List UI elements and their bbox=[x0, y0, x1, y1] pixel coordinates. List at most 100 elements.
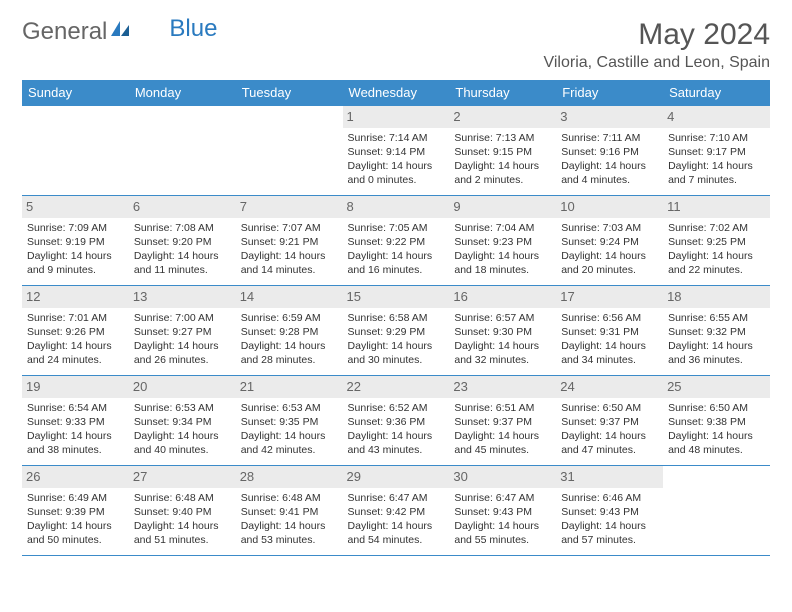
day-number: 17 bbox=[556, 286, 663, 308]
sunrise-line: Sunrise: 6:47 AM bbox=[348, 491, 445, 505]
daylight-line: Daylight: 14 hours and 43 minutes. bbox=[348, 429, 445, 457]
day-number: 3 bbox=[556, 106, 663, 128]
sunrise-line: Sunrise: 6:46 AM bbox=[561, 491, 658, 505]
sunset-line: Sunset: 9:28 PM bbox=[241, 325, 338, 339]
sunset-line: Sunset: 9:35 PM bbox=[241, 415, 338, 429]
sunrise-line: Sunrise: 7:04 AM bbox=[454, 221, 551, 235]
logo: General Blue bbox=[22, 18, 217, 46]
calendar-day-cell: 12Sunrise: 7:01 AMSunset: 9:26 PMDayligh… bbox=[22, 286, 129, 376]
sunrise-line: Sunrise: 7:11 AM bbox=[561, 131, 658, 145]
sunrise-line: Sunrise: 7:10 AM bbox=[668, 131, 765, 145]
calendar-day-cell: 19Sunrise: 6:54 AMSunset: 9:33 PMDayligh… bbox=[22, 376, 129, 466]
day-number: 4 bbox=[663, 106, 770, 128]
calendar-day-cell: 23Sunrise: 6:51 AMSunset: 9:37 PMDayligh… bbox=[449, 376, 556, 466]
daylight-line: Daylight: 14 hours and 51 minutes. bbox=[134, 519, 231, 547]
calendar-day-cell: 10Sunrise: 7:03 AMSunset: 9:24 PMDayligh… bbox=[556, 196, 663, 286]
sunset-line: Sunset: 9:27 PM bbox=[134, 325, 231, 339]
header: General Blue May 2024 Viloria, Castille … bbox=[22, 18, 770, 72]
day-number: 9 bbox=[449, 196, 556, 218]
sunset-line: Sunset: 9:41 PM bbox=[241, 505, 338, 519]
sunrise-line: Sunrise: 7:09 AM bbox=[27, 221, 124, 235]
calendar-day-cell: 3 Sunrise: 7:11 AMSunset: 9:16 PMDaylight… bbox=[556, 106, 663, 196]
sunrise-line: Sunrise: 7:07 AM bbox=[241, 221, 338, 235]
daylight-line: Daylight: 14 hours and 4 minutes. bbox=[561, 159, 658, 187]
sunset-line: Sunset: 9:25 PM bbox=[668, 235, 765, 249]
daylight-line: Daylight: 14 hours and 45 minutes. bbox=[454, 429, 551, 457]
day-number: 5 bbox=[22, 196, 129, 218]
sunset-line: Sunset: 9:37 PM bbox=[454, 415, 551, 429]
sunset-line: Sunset: 9:32 PM bbox=[668, 325, 765, 339]
calendar-day-cell: 2Sunrise: 7:13 AMSunset: 9:15 PMDaylight… bbox=[449, 106, 556, 196]
weekday-header: Sunday bbox=[22, 80, 129, 106]
daylight-line: Daylight: 14 hours and 9 minutes. bbox=[27, 249, 124, 277]
weekday-header: Monday bbox=[129, 80, 236, 106]
daylight-line: Daylight: 14 hours and 20 minutes. bbox=[561, 249, 658, 277]
calendar-day-cell: 29 Sunrise: 6:47 AMSunset: 9:42 PMDayligh… bbox=[343, 466, 450, 556]
day-number: 21 bbox=[236, 376, 343, 398]
sunrise-line: Sunrise: 6:48 AM bbox=[134, 491, 231, 505]
calendar-week-row: 26Sunrise: 6:49 AMSunset: 9:39 PMDayligh… bbox=[22, 466, 770, 556]
calendar-day-cell: 22Sunrise: 6:52 AMSunset: 9:36 PMDayligh… bbox=[343, 376, 450, 466]
sunrise-line: Sunrise: 6:53 AM bbox=[241, 401, 338, 415]
day-number: 13 bbox=[129, 286, 236, 308]
logo-sail-icon bbox=[109, 18, 131, 46]
sunrise-line: Sunrise: 6:59 AM bbox=[241, 311, 338, 325]
daylight-line: Daylight: 14 hours and 18 minutes. bbox=[454, 249, 551, 277]
daylight-line: Daylight: 14 hours and 50 minutes. bbox=[27, 519, 124, 547]
sunrise-line: Sunrise: 6:55 AM bbox=[668, 311, 765, 325]
day-number: 23 bbox=[449, 376, 556, 398]
sunset-line: Sunset: 9:16 PM bbox=[561, 145, 658, 159]
daylight-line: Daylight: 14 hours and 11 minutes. bbox=[134, 249, 231, 277]
weekday-header: Saturday bbox=[663, 80, 770, 106]
day-number: 30 bbox=[449, 466, 556, 488]
daylight-line: Daylight: 14 hours and 2 minutes. bbox=[454, 159, 551, 187]
sunset-line: Sunset: 9:34 PM bbox=[134, 415, 231, 429]
day-number: 16 bbox=[449, 286, 556, 308]
daylight-line: Daylight: 14 hours and 26 minutes. bbox=[134, 339, 231, 367]
daylight-line: Daylight: 14 hours and 36 minutes. bbox=[668, 339, 765, 367]
daylight-line: Daylight: 14 hours and 47 minutes. bbox=[561, 429, 658, 457]
day-number: 10 bbox=[556, 196, 663, 218]
sunset-line: Sunset: 9:43 PM bbox=[561, 505, 658, 519]
daylight-line: Daylight: 14 hours and 24 minutes. bbox=[27, 339, 124, 367]
location-text: Viloria, Castille and Leon, Spain bbox=[543, 54, 770, 72]
calendar-day-cell: 9Sunrise: 7:04 AMSunset: 9:23 PMDaylight… bbox=[449, 196, 556, 286]
logo-text-general: General bbox=[22, 18, 107, 46]
day-number: 20 bbox=[129, 376, 236, 398]
sunset-line: Sunset: 9:43 PM bbox=[454, 505, 551, 519]
day-number: 12 bbox=[22, 286, 129, 308]
day-number: 2 bbox=[449, 106, 556, 128]
calendar-empty-cell bbox=[236, 106, 343, 196]
sunrise-line: Sunrise: 7:08 AM bbox=[134, 221, 231, 235]
day-number: 25 bbox=[663, 376, 770, 398]
logo-text-blue: Blue bbox=[169, 15, 217, 43]
sunrise-line: Sunrise: 7:05 AM bbox=[348, 221, 445, 235]
daylight-line: Daylight: 14 hours and 48 minutes. bbox=[668, 429, 765, 457]
sunrise-line: Sunrise: 7:02 AM bbox=[668, 221, 765, 235]
sunrise-line: Sunrise: 6:47 AM bbox=[454, 491, 551, 505]
sunrise-line: Sunrise: 6:58 AM bbox=[348, 311, 445, 325]
day-number: 15 bbox=[343, 286, 450, 308]
sunset-line: Sunset: 9:14 PM bbox=[348, 145, 445, 159]
sunset-line: Sunset: 9:19 PM bbox=[27, 235, 124, 249]
daylight-line: Daylight: 14 hours and 40 minutes. bbox=[134, 429, 231, 457]
day-number: 29 bbox=[343, 466, 450, 488]
calendar-day-cell: 28Sunrise: 6:48 AMSunset: 9:41 PMDayligh… bbox=[236, 466, 343, 556]
sunset-line: Sunset: 9:42 PM bbox=[348, 505, 445, 519]
calendar-day-cell: 27Sunrise: 6:48 AMSunset: 9:40 PMDayligh… bbox=[129, 466, 236, 556]
daylight-line: Daylight: 14 hours and 42 minutes. bbox=[241, 429, 338, 457]
calendar-day-cell: 30Sunrise: 6:47 AMSunset: 9:43 PMDayligh… bbox=[449, 466, 556, 556]
daylight-line: Daylight: 14 hours and 14 minutes. bbox=[241, 249, 338, 277]
sunset-line: Sunset: 9:31 PM bbox=[561, 325, 658, 339]
sunset-line: Sunset: 9:29 PM bbox=[348, 325, 445, 339]
calendar-day-cell: 17Sunrise: 6:56 AMSunset: 9:31 PMDayligh… bbox=[556, 286, 663, 376]
sunset-line: Sunset: 9:36 PM bbox=[348, 415, 445, 429]
day-number: 8 bbox=[343, 196, 450, 218]
calendar-day-cell: 26Sunrise: 6:49 AMSunset: 9:39 PMDayligh… bbox=[22, 466, 129, 556]
calendar-week-row: 5Sunrise: 7:09 AMSunset: 9:19 PMDaylight… bbox=[22, 196, 770, 286]
sunset-line: Sunset: 9:24 PM bbox=[561, 235, 658, 249]
sunrise-line: Sunrise: 6:54 AM bbox=[27, 401, 124, 415]
calendar-body: 1Sunrise: 7:14 AMSunset: 9:14 PMDaylight… bbox=[22, 106, 770, 556]
calendar-day-cell: 7Sunrise: 7:07 AMSunset: 9:21 PMDaylight… bbox=[236, 196, 343, 286]
daylight-line: Daylight: 14 hours and 54 minutes. bbox=[348, 519, 445, 547]
